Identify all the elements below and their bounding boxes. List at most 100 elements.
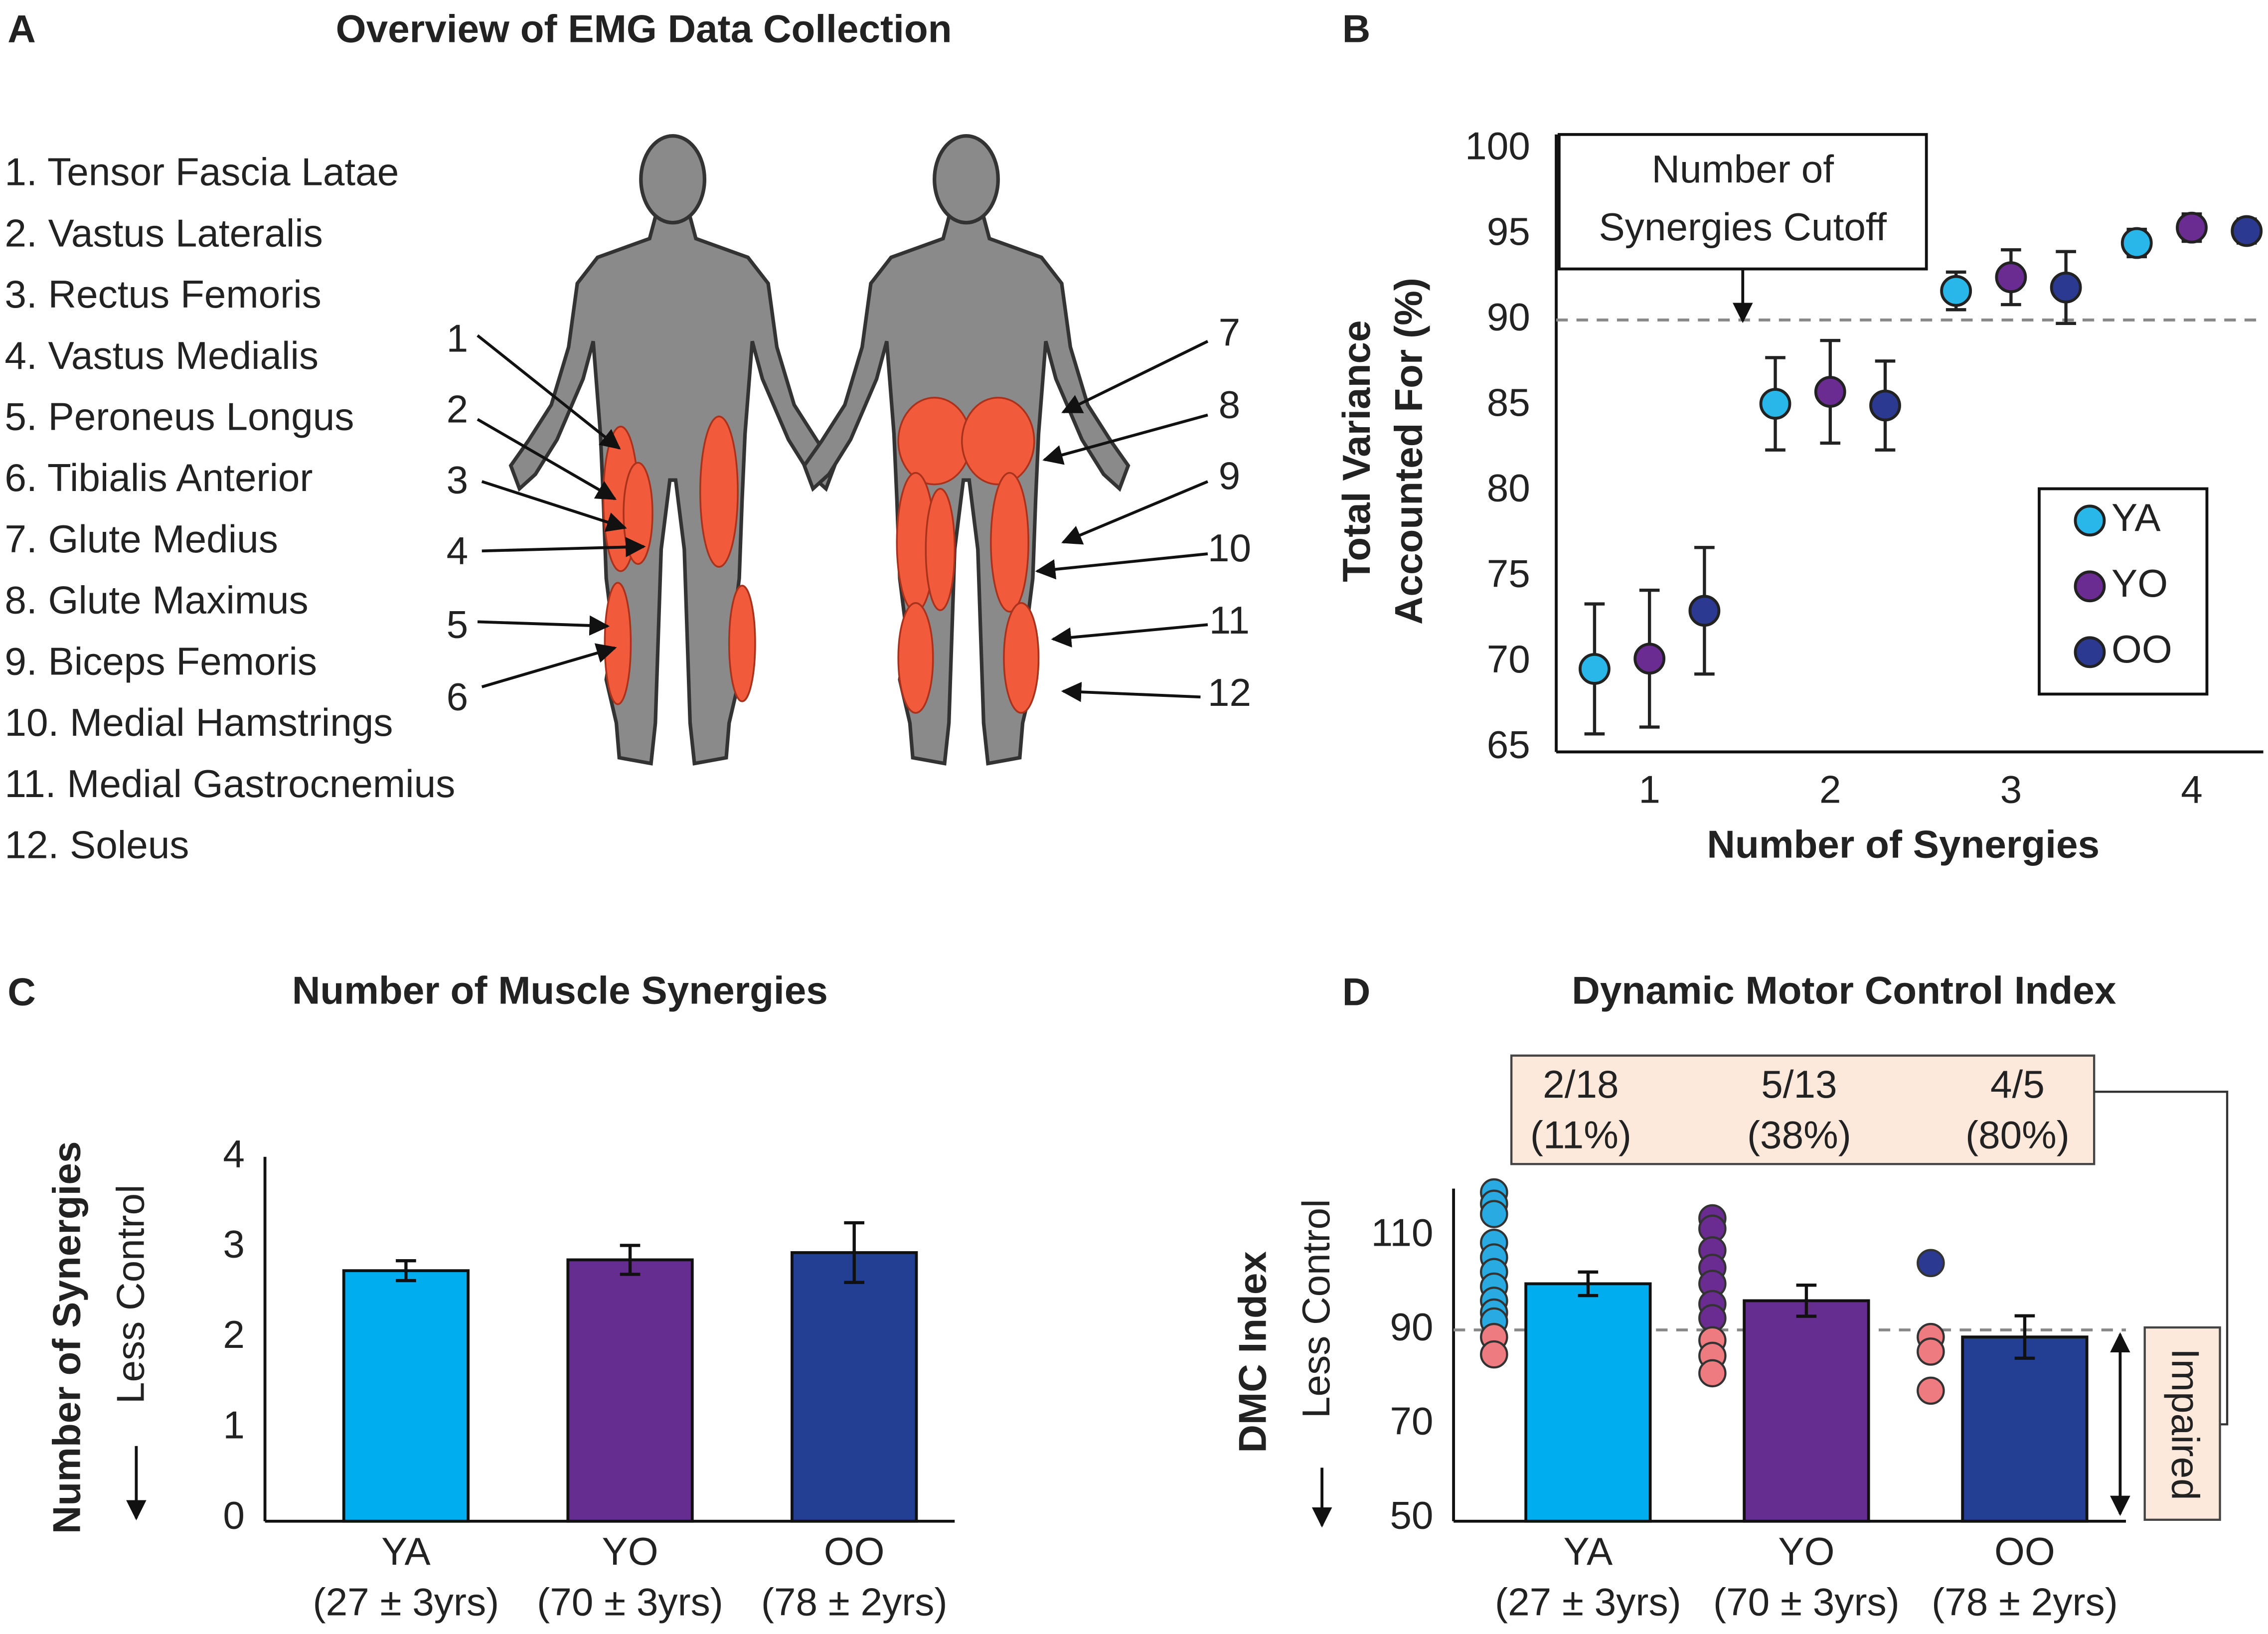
group-annotation: 2/18 — [1543, 1062, 1619, 1106]
muscle-item: 4. Vastus Medialis — [4, 333, 319, 377]
group-annotation: (11%) — [1530, 1113, 1631, 1157]
y-tick-label: 4 — [223, 1132, 245, 1175]
panel-label: A — [7, 7, 36, 51]
legend-marker — [2074, 636, 2106, 668]
subject-point — [1917, 1249, 1945, 1278]
annotation-box — [1510, 1054, 2096, 1165]
x-tick-sublabel: (27 ± 3yrs) — [1495, 1580, 1681, 1624]
error-bar — [396, 1259, 416, 1283]
muscle-number: 7 — [1219, 311, 1241, 354]
pointer-arrow — [482, 537, 646, 557]
group-annotation: (80%) — [1965, 1113, 2070, 1157]
legend-label: OO — [2111, 627, 2172, 671]
muscle-number: 6 — [447, 675, 469, 719]
y-tick-label: 90 — [1487, 295, 1530, 339]
y-tick-label: 70 — [1487, 637, 1530, 681]
y-tick-label: 95 — [1487, 209, 1530, 253]
muscle — [925, 488, 956, 611]
muscle-item: 2. Vastus Lateralis — [4, 211, 323, 255]
x-tick-label: YA — [1564, 1529, 1613, 1573]
data-point — [2050, 271, 2082, 304]
error-bar — [844, 1221, 864, 1284]
annotation-box — [1557, 133, 1928, 271]
muscle — [961, 397, 1035, 486]
legend-marker — [2074, 504, 2106, 537]
y-axis-label: Accounted For (%) — [1387, 278, 1431, 625]
muscle — [728, 585, 756, 702]
group-annotation: 4/5 — [1990, 1062, 2045, 1106]
impaired-box — [2143, 1326, 2221, 1521]
connector — [2094, 1090, 2229, 1426]
data-point — [1688, 595, 1721, 627]
group-annotation: (38%) — [1747, 1113, 1851, 1157]
muscle-number: 5 — [447, 603, 469, 647]
y-tick-label: 0 — [223, 1493, 245, 1537]
x-tick-label: YO — [1778, 1529, 1834, 1573]
muscle-item: 11. Medial Gastrocnemius — [4, 762, 455, 806]
data-point — [1633, 643, 1666, 675]
chart-title: Number of Muscle Synergies — [292, 969, 828, 1012]
data-point — [2231, 215, 2263, 247]
data-point — [1995, 261, 2027, 294]
y-tick-label: 90 — [1390, 1305, 1433, 1349]
x-tick-sublabel: (70 ± 3yrs) — [1713, 1580, 1900, 1624]
data-point — [1759, 388, 1791, 420]
body-head — [639, 134, 707, 225]
y-tick-label: 2 — [223, 1312, 245, 1356]
muscle-number: 11 — [1209, 598, 1250, 642]
x-tick-label: 2 — [1819, 767, 1841, 811]
y-tick-label: 85 — [1487, 380, 1530, 424]
error-bar — [1578, 1270, 1599, 1298]
muscle — [699, 415, 739, 568]
legend-label: YO — [2111, 561, 2168, 605]
muscle-item: 7. Glute Medius — [4, 517, 278, 561]
muscle-item: 10. Medial Hamstrings — [4, 700, 393, 744]
annotation-text: Number of — [1651, 147, 1834, 191]
muscle-item: 9. Biceps Femoris — [4, 639, 317, 683]
muscle-item: 6. Tibialis Anterior — [4, 456, 313, 499]
muscle — [1003, 602, 1040, 714]
group-annotation: 5/13 — [1761, 1062, 1837, 1106]
muscle-item: 8. Glute Maximus — [4, 578, 308, 622]
error-bar — [1796, 1284, 1817, 1318]
data-point — [1814, 376, 1846, 408]
subject-point — [1698, 1359, 1727, 1388]
error-bar — [620, 1244, 641, 1276]
legend-label: YA — [2111, 495, 2161, 539]
x-axis-label: Number of Synergies — [1707, 822, 2100, 866]
y-axis-label: Number of Synergies — [45, 1141, 89, 1534]
pointer-arrow — [477, 615, 610, 636]
muscle-item: 1. Tensor Fascia Latae — [4, 150, 399, 194]
pointer-arrow — [1035, 552, 1208, 580]
y-tick-label: 50 — [1390, 1493, 1433, 1537]
muscle-number: 10 — [1208, 526, 1251, 570]
muscle — [623, 462, 653, 565]
panel-label: C — [7, 970, 36, 1013]
body-silhouette — [508, 215, 837, 766]
x-tick-sublabel: (70 ± 3yrs) — [537, 1580, 723, 1624]
pointer-arrow — [477, 334, 621, 450]
subject-point — [1480, 1340, 1508, 1369]
muscle-item: 3. Rectus Femoris — [4, 272, 321, 316]
y-tick-label: 80 — [1487, 466, 1530, 510]
y-tick-label: 100 — [1465, 124, 1530, 167]
muscle-item: 12. Soleus — [4, 822, 189, 866]
body-figures — [508, 134, 1131, 766]
bar — [1743, 1299, 1870, 1523]
pointer-arrow — [481, 480, 627, 532]
muscle — [897, 602, 934, 714]
pointer-arrow — [481, 643, 617, 688]
subject-point — [1917, 1337, 1945, 1366]
muscle-number: 12 — [1208, 670, 1251, 714]
y-axis-label: Less Control — [108, 1184, 152, 1404]
muscle-number: 8 — [1219, 383, 1241, 427]
x-tick-sublabel: (78 ± 2yrs) — [1932, 1580, 2118, 1624]
muscle-number: 1 — [447, 316, 469, 360]
muscle — [990, 472, 1029, 613]
y-axis-label: DMC Index — [1230, 1251, 1274, 1453]
diagram-title: Overview of EMG Data Collection — [336, 7, 952, 51]
bar — [566, 1258, 694, 1523]
pointer-arrow — [1051, 623, 1208, 648]
